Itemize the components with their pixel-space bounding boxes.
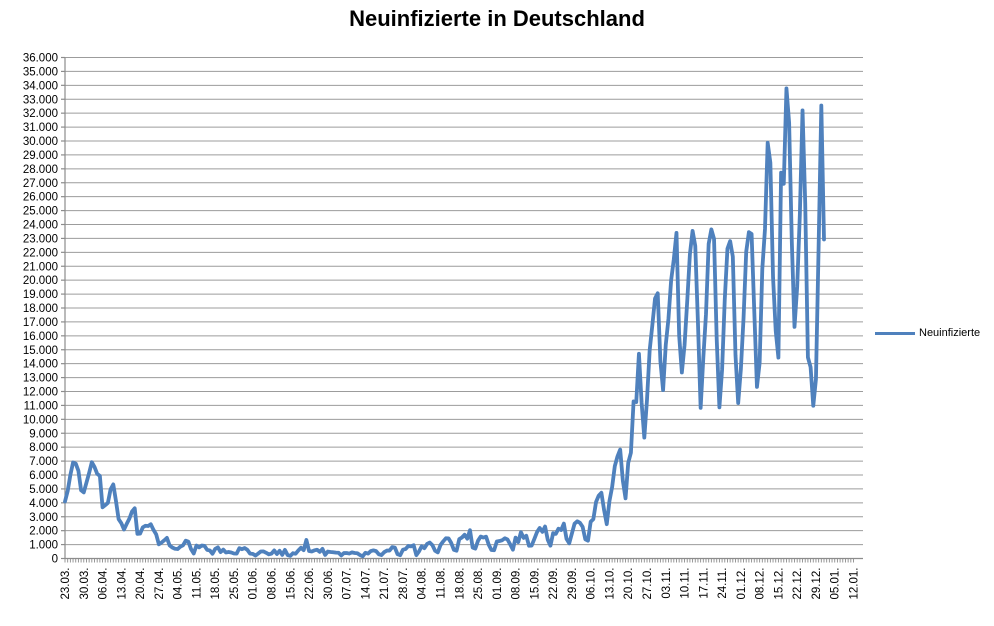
- legend-line-swatch: [875, 331, 915, 335]
- y-tick-label: 5.000: [29, 484, 58, 496]
- x-tick-label: 18.08.: [454, 568, 466, 600]
- y-tick-label: 26.000: [23, 192, 58, 204]
- y-tick-label: 11.000: [24, 400, 58, 412]
- x-tick-label: 22.12.: [792, 568, 804, 600]
- x-tick-label: 29.12.: [811, 568, 823, 600]
- y-tick-label: 18.000: [23, 303, 58, 315]
- y-tick-label: 3.000: [29, 512, 58, 524]
- y-tick-label: 22.000: [23, 247, 58, 259]
- x-tick-label: 08.12.: [755, 568, 767, 600]
- x-tick-label: 10.11.: [680, 568, 692, 599]
- x-tick-label: 20.04.: [135, 568, 147, 600]
- x-tick-label: 13.10.: [604, 568, 616, 600]
- x-tick-label: 14.07.: [360, 568, 372, 600]
- x-tick-label: 03.11.: [661, 568, 673, 599]
- y-tick-label: 29.000: [23, 150, 58, 162]
- x-tick-label: 18.05.: [210, 568, 222, 600]
- y-tick-label: 20.000: [23, 275, 58, 287]
- x-tick-label: 15.09.: [529, 568, 541, 600]
- y-tick-label: 21.000: [23, 261, 58, 273]
- x-tick-label: 15.06.: [285, 568, 297, 600]
- y-tick-label: 1.000: [29, 540, 58, 552]
- y-tick-label: 4.000: [29, 498, 58, 510]
- x-tick-label: 01.12.: [736, 568, 748, 600]
- x-tick-label: 11.05.: [191, 568, 203, 599]
- y-tick-label: 16.000: [23, 331, 58, 343]
- series-neuinfizierte: [63, 86, 826, 559]
- x-tick-label: 30.03.: [79, 568, 91, 600]
- x-tick-label: 30.06.: [323, 568, 335, 600]
- x-tick-label: 22.06.: [304, 568, 316, 600]
- x-tick-label: 22.09.: [548, 568, 560, 600]
- y-tick-label: 23.000: [23, 233, 58, 245]
- x-tick-label: 12.01.: [849, 568, 861, 600]
- x-tick-label: 06.10.: [586, 568, 598, 600]
- y-tick-label: 33.000: [23, 94, 58, 106]
- y-tick-label: 31.000: [23, 122, 58, 134]
- y-tick-label: 12.000: [23, 387, 58, 399]
- y-tick-label: 15.000: [23, 345, 58, 357]
- y-tick-label: 19.000: [23, 289, 58, 301]
- x-tick-label: 24.11.: [717, 568, 729, 599]
- x-tick-label: 05.01.: [830, 568, 842, 600]
- y-tick-label: 0: [52, 554, 58, 566]
- legend-label: Neuinfizierte: [919, 327, 981, 339]
- chart-title: Neuinfizierte in Deutschland: [349, 6, 645, 31]
- x-tick-label: 01.06.: [248, 568, 260, 600]
- y-tick-label: 8.000: [29, 442, 58, 454]
- y-tick-label: 17.000: [23, 317, 58, 329]
- y-tick-label: 34.000: [23, 80, 58, 92]
- y-tick-label: 6.000: [29, 470, 58, 482]
- x-tick-label: 08.09.: [511, 568, 523, 600]
- y-tick-label: 24.000: [23, 220, 58, 232]
- x-tick-label: 11.08.: [435, 568, 447, 599]
- y-tick-label: 9.000: [29, 428, 58, 440]
- y-tick-label: 30.000: [23, 136, 58, 148]
- x-tick-label: 23.03.: [60, 568, 72, 600]
- x-tick-label: 27.10.: [642, 568, 654, 600]
- x-tick-label: 21.07.: [379, 568, 391, 600]
- x-tick-label: 17.11.: [698, 568, 710, 599]
- x-tick-label: 13.04.: [116, 568, 128, 600]
- x-tick-label: 01.09.: [492, 568, 504, 600]
- y-tick-label: 35.000: [23, 66, 58, 78]
- y-tick-label: 36.000: [23, 53, 58, 65]
- y-tick-label: 14.000: [23, 359, 58, 371]
- x-tick-label: 28.07.: [398, 568, 410, 600]
- y-tick-label: 25.000: [23, 206, 58, 218]
- x-tick-label: 06.04.: [98, 568, 110, 600]
- x-tick-label: 08.06.: [267, 568, 279, 600]
- x-tick-label: 04.05.: [173, 568, 185, 600]
- y-tick-label: 7.000: [29, 456, 58, 468]
- x-tick-label: 25.05.: [229, 568, 241, 600]
- y-tick-label: 32.000: [23, 108, 58, 120]
- y-tick-label: 27.000: [23, 178, 58, 190]
- x-tick-label: 15.12.: [773, 568, 785, 600]
- x-tick-label: 29.09.: [567, 568, 579, 600]
- x-tick-label: 20.10.: [623, 568, 635, 600]
- x-tick-label: 04.08.: [417, 568, 429, 600]
- y-tick-label: 10.000: [23, 414, 58, 426]
- y-tick-label: 28.000: [23, 164, 58, 176]
- x-tick-label: 25.08.: [473, 568, 485, 600]
- y-tick-label: 13.000: [23, 373, 58, 385]
- legend: Neuinfizierte: [875, 326, 980, 340]
- y-tick-label: 2.000: [29, 526, 58, 538]
- x-tick-label: 07.07.: [342, 568, 354, 600]
- x-tick-label: 27.04.: [154, 568, 166, 600]
